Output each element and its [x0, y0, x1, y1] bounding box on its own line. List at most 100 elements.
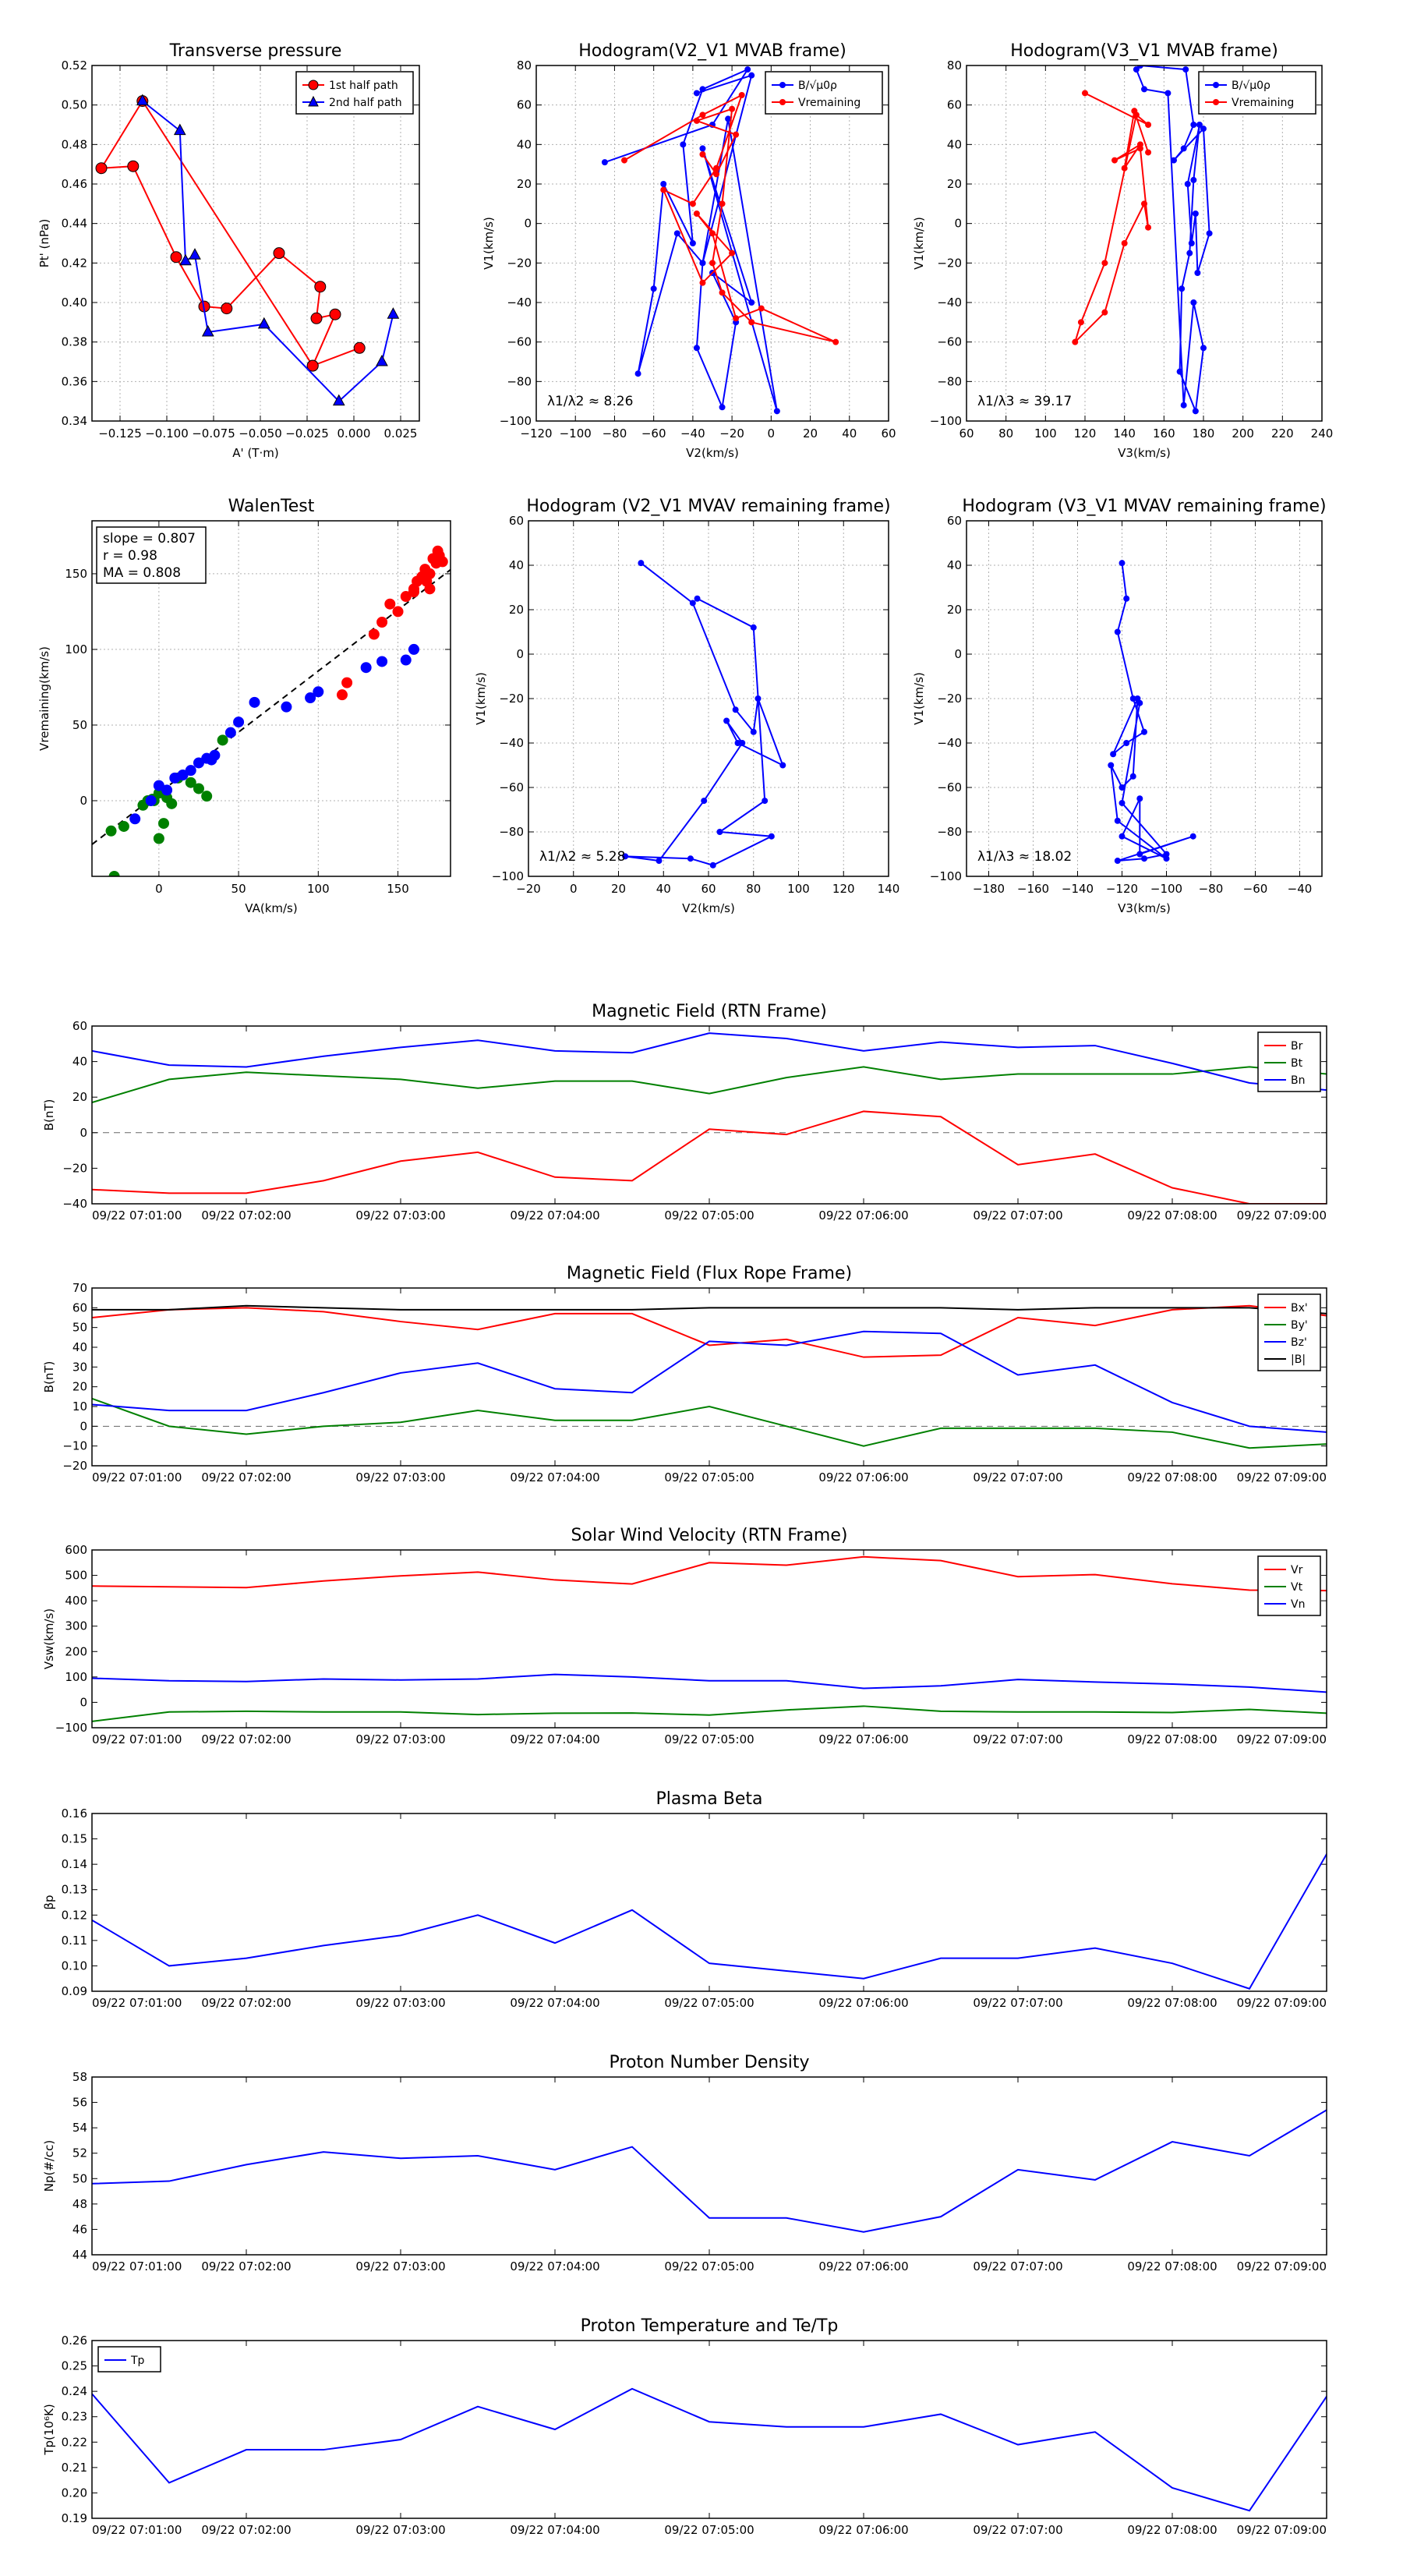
x-tick-label: 09/22 07:04:00: [510, 1208, 599, 1223]
marker-dot: [1119, 833, 1126, 840]
x-tick-label: 20: [611, 882, 626, 896]
x-tick-label: 100: [787, 882, 810, 896]
marker-dot: [1121, 165, 1128, 172]
legend-label: Vt: [1291, 1581, 1303, 1594]
marker-dot: [1136, 141, 1143, 148]
series-line-Br: [92, 1110, 1327, 1204]
x-tick-label: 09/22 07:09:00: [1237, 1208, 1327, 1223]
plot-area: [95, 94, 400, 406]
marker-dot: [680, 141, 687, 148]
marker-dot: [719, 289, 726, 296]
x-tick-label: 09/22 07:06:00: [818, 1732, 908, 1746]
series-line-Bn: [92, 1032, 1327, 1092]
point-blue: [185, 765, 196, 777]
x-tick-label: 09/22 07:08:00: [1127, 2259, 1217, 2273]
chart-title: Proton Temperature and Te/Tp: [581, 2316, 839, 2336]
axes-frame: [966, 520, 1323, 877]
y-tick-label: 0.19: [62, 2511, 87, 2525]
marker-circle: [306, 359, 319, 372]
x-tick-label: 09/22 07:05:00: [664, 2259, 754, 2273]
y-tick-label: 10: [72, 1399, 87, 1414]
marker-dot: [738, 92, 745, 98]
legend-box: [1198, 71, 1316, 115]
x-tick-label: 09/22 07:05:00: [664, 1208, 754, 1223]
y-axis-label: Pt' (nPa): [37, 219, 51, 268]
x-tick-label: 09/22 07:02:00: [201, 1470, 291, 1484]
y-tick-label: −80: [499, 825, 524, 839]
x-tick-label: 09/22 07:06:00: [818, 2259, 908, 2273]
annotation-text: MA = 0.808: [103, 565, 181, 581]
point-blue: [281, 701, 292, 713]
legend-label: Vremaining: [1232, 97, 1294, 109]
marker-dot: [709, 230, 716, 237]
marker-dot: [1111, 157, 1118, 164]
y-tick-label: 44: [72, 2248, 87, 2262]
legend-box: [295, 71, 414, 115]
y-tick-label: 0.16: [62, 1806, 87, 1821]
x-tick-label: 09/22 07:06:00: [818, 2523, 908, 2537]
point-blue: [400, 654, 412, 666]
y-tick-label: −20: [62, 1161, 87, 1175]
marker-dot: [713, 171, 720, 178]
point-red: [421, 575, 433, 587]
point-green: [105, 825, 117, 837]
x-tick-label: 09/22 07:09:00: [1237, 1732, 1327, 1746]
marker-dot: [699, 111, 706, 119]
x-tick-label: 09/22 07:03:00: [355, 1470, 445, 1484]
y-tick-label: 0: [954, 647, 962, 661]
y-tick-label: −100: [930, 414, 962, 428]
y-tick-label: 60: [517, 98, 532, 112]
x-tick-label: 09/22 07:02:00: [201, 1732, 291, 1746]
x-tick-label: 09/22 07:01:00: [92, 1470, 182, 1484]
marker-dot: [693, 211, 700, 217]
x-tick-label: 09/22 07:01:00: [92, 1208, 182, 1223]
series-line-Bt: [92, 1066, 1327, 1103]
y-axis-label: B(nT): [42, 1099, 56, 1131]
y-tick-label: 0.40: [62, 295, 87, 310]
marker-dot: [1110, 751, 1117, 758]
y-tick-label: 200: [65, 1644, 87, 1658]
plot-area: [92, 2109, 1327, 2233]
x-tick-label: 0.025: [384, 426, 418, 441]
x-tick-label: 0.000: [337, 426, 371, 441]
y-tick-label: −100: [55, 1721, 87, 1735]
marker-dot: [719, 200, 726, 207]
marker-dot: [638, 560, 645, 567]
y-tick-label: 20: [947, 177, 962, 191]
y-tick-label: 20: [517, 177, 532, 191]
x-tick-label: −0.025: [285, 426, 329, 441]
point-blue: [360, 662, 372, 674]
series-line-βp: [92, 1853, 1327, 1990]
marker-dot: [1119, 784, 1126, 791]
x-tick-label: 09/22 07:06:00: [818, 1208, 908, 1223]
axes-frame: [91, 1813, 1327, 1992]
marker-circle: [273, 247, 285, 260]
x-axis-label: V3(km/s): [1118, 446, 1171, 460]
marker-dot: [748, 72, 755, 79]
chart-title: Transverse pressure: [169, 41, 342, 61]
y-axis-label: Tp(10⁶K): [42, 2404, 56, 2455]
series-line-Bx': [92, 1304, 1327, 1358]
x-tick-label: 09/22 07:02:00: [201, 1208, 291, 1223]
point-green: [153, 833, 164, 844]
x-tick-label: 09/22 07:05:00: [664, 2523, 754, 2537]
marker-dot: [1188, 240, 1195, 246]
plot-area: [601, 66, 839, 415]
x-tick-label: −40: [1288, 882, 1313, 896]
x-tick-label: 09/22 07:07:00: [973, 2259, 1062, 2273]
marker-dot: [768, 833, 775, 840]
marker-dot: [699, 151, 706, 157]
y-tick-label: 52: [72, 2146, 87, 2160]
marker-dot: [1200, 126, 1207, 133]
marker-dot: [687, 855, 694, 862]
x-tick-label: 220: [1271, 426, 1294, 441]
series-line-B/√μ0ρ: [604, 67, 778, 412]
x-tick-label: 09/22 07:08:00: [1127, 2523, 1217, 2537]
x-tick-label: 40: [842, 426, 857, 441]
point-green: [193, 783, 204, 794]
marker-dot: [1190, 299, 1197, 306]
marker-dot: [1077, 319, 1084, 326]
x-tick-label: 09/22 07:03:00: [355, 1996, 445, 2010]
y-tick-label: −100: [500, 414, 532, 428]
